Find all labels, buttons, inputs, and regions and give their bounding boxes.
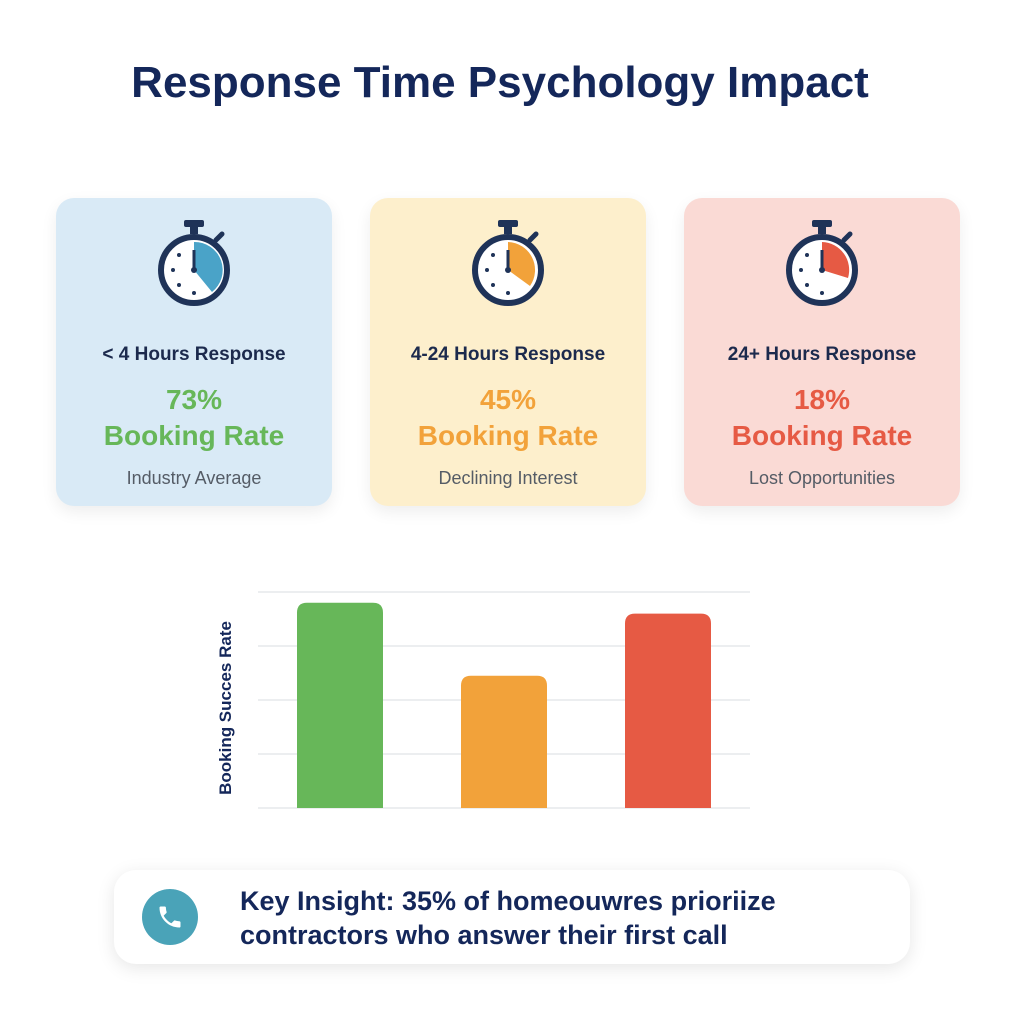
card-percentage: 45% xyxy=(479,384,537,415)
card-under-4-hours: < 4 Hours Response 73% Booking Rate Indu… xyxy=(56,198,332,506)
y-axis-label: Booking Succes Rate xyxy=(216,621,235,795)
insight-line-2: contractors who answer their first call xyxy=(240,920,728,950)
bar xyxy=(297,602,383,808)
page-title: Response Time Psychology Impact xyxy=(131,58,869,107)
insight-line-1: Key Insight: 35% of homeouwres prioriize xyxy=(240,886,776,916)
card-percentage: 18% xyxy=(793,384,851,415)
insight-text: Key Insight: 35% of homeouwres prioriize… xyxy=(240,884,880,952)
card-metric: Booking Rate xyxy=(731,420,913,451)
card-label: 4-24 Hours Response xyxy=(410,344,606,365)
bar xyxy=(461,675,547,808)
card-note: Lost Opportunities xyxy=(748,468,896,488)
stopwatch-icon xyxy=(158,220,230,306)
card-note: Industry Average xyxy=(126,468,262,488)
card-note: Declining Interest xyxy=(438,468,578,488)
card-metric: Booking Rate xyxy=(103,420,285,451)
key-insight-box: Key Insight: 35% of homeouwres prioriize… xyxy=(114,870,910,964)
card-4-24-hours: 4-24 Hours Response 45% Booking Rate Dec… xyxy=(370,198,646,506)
card-label: 24+ Hours Response xyxy=(727,344,917,365)
card-percentage: 73% xyxy=(165,384,223,415)
bar-chart: Booking Succes Rate xyxy=(216,591,750,809)
card-metric: Booking Rate xyxy=(417,420,599,451)
stopwatch-icon xyxy=(472,220,544,306)
stopwatch-icon xyxy=(786,220,858,306)
bar xyxy=(625,613,711,808)
card-24-plus-hours: 24+ Hours Response 18% Booking Rate Lost… xyxy=(684,198,960,506)
phone-icon xyxy=(142,889,198,945)
card-label: < 4 Hours Response xyxy=(102,344,286,365)
